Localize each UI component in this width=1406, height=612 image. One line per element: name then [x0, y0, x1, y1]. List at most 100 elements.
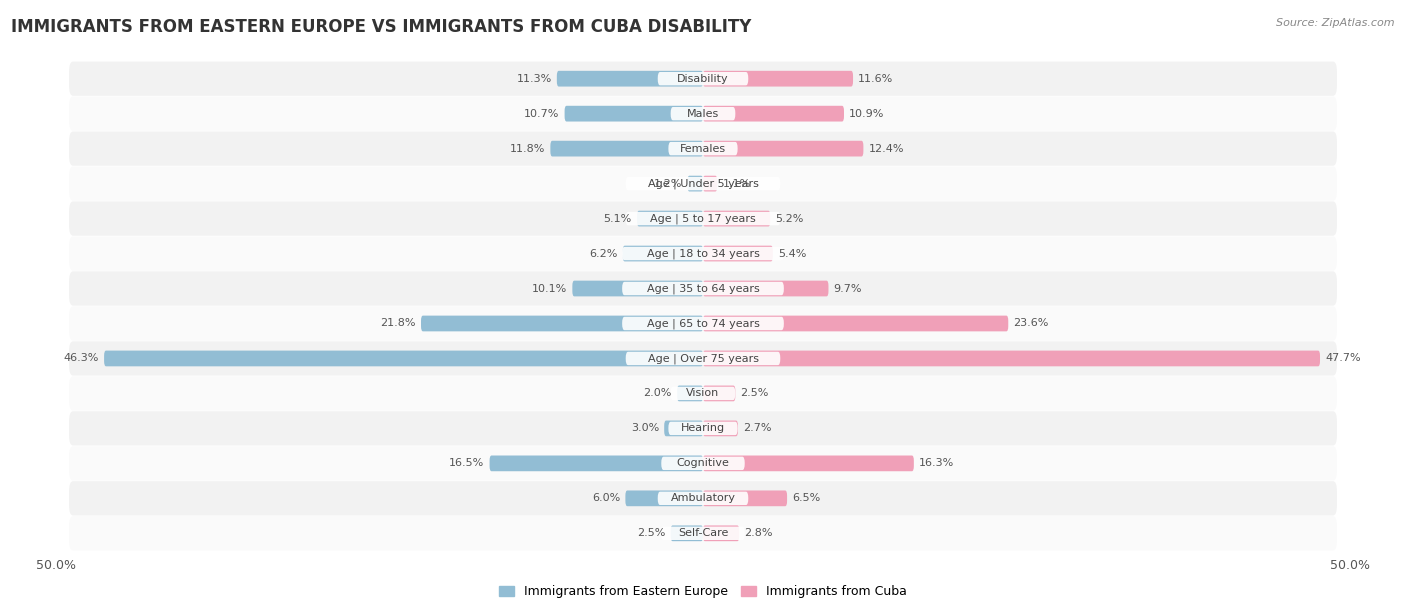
Text: 5.4%: 5.4%: [778, 248, 807, 258]
FancyBboxPatch shape: [678, 386, 703, 401]
FancyBboxPatch shape: [550, 141, 703, 157]
FancyBboxPatch shape: [671, 526, 703, 541]
Text: 16.5%: 16.5%: [449, 458, 485, 468]
Text: Cognitive: Cognitive: [676, 458, 730, 468]
FancyBboxPatch shape: [565, 106, 703, 122]
FancyBboxPatch shape: [69, 516, 1337, 550]
FancyBboxPatch shape: [703, 420, 738, 436]
FancyBboxPatch shape: [621, 282, 785, 295]
FancyBboxPatch shape: [623, 245, 703, 261]
FancyBboxPatch shape: [658, 72, 748, 85]
FancyBboxPatch shape: [703, 490, 787, 506]
FancyBboxPatch shape: [69, 307, 1337, 341]
FancyBboxPatch shape: [69, 132, 1337, 166]
Text: Ambulatory: Ambulatory: [671, 493, 735, 503]
Text: 12.4%: 12.4%: [869, 144, 904, 154]
FancyBboxPatch shape: [703, 455, 914, 471]
FancyBboxPatch shape: [626, 177, 780, 190]
Text: 6.0%: 6.0%: [592, 493, 620, 503]
Text: IMMIGRANTS FROM EASTERN EUROPE VS IMMIGRANTS FROM CUBA DISABILITY: IMMIGRANTS FROM EASTERN EUROPE VS IMMIGR…: [11, 18, 752, 36]
Text: 6.5%: 6.5%: [792, 493, 821, 503]
Text: 10.7%: 10.7%: [524, 109, 560, 119]
FancyBboxPatch shape: [69, 97, 1337, 131]
Text: Vision: Vision: [686, 389, 720, 398]
FancyBboxPatch shape: [557, 71, 703, 86]
FancyBboxPatch shape: [703, 71, 853, 86]
FancyBboxPatch shape: [420, 316, 703, 331]
FancyBboxPatch shape: [703, 526, 740, 541]
Text: Hearing: Hearing: [681, 424, 725, 433]
Text: Males: Males: [688, 109, 718, 119]
Text: 1.2%: 1.2%: [654, 179, 682, 188]
FancyBboxPatch shape: [703, 106, 844, 122]
FancyBboxPatch shape: [572, 281, 703, 296]
FancyBboxPatch shape: [703, 141, 863, 157]
FancyBboxPatch shape: [703, 351, 1320, 367]
FancyBboxPatch shape: [626, 490, 703, 506]
Text: Age | Over 75 years: Age | Over 75 years: [648, 353, 758, 364]
Text: 10.9%: 10.9%: [849, 109, 884, 119]
Legend: Immigrants from Eastern Europe, Immigrants from Cuba: Immigrants from Eastern Europe, Immigran…: [495, 580, 911, 603]
FancyBboxPatch shape: [703, 211, 770, 226]
FancyBboxPatch shape: [688, 176, 703, 192]
FancyBboxPatch shape: [69, 166, 1337, 201]
FancyBboxPatch shape: [104, 351, 703, 367]
FancyBboxPatch shape: [671, 107, 735, 121]
FancyBboxPatch shape: [658, 491, 748, 505]
FancyBboxPatch shape: [69, 236, 1337, 271]
Text: 1.1%: 1.1%: [723, 179, 751, 188]
FancyBboxPatch shape: [69, 481, 1337, 515]
FancyBboxPatch shape: [703, 316, 1008, 331]
Text: 11.8%: 11.8%: [510, 144, 546, 154]
Text: Age | 35 to 64 years: Age | 35 to 64 years: [647, 283, 759, 294]
FancyBboxPatch shape: [69, 411, 1337, 446]
Text: Disability: Disability: [678, 73, 728, 84]
FancyBboxPatch shape: [668, 422, 738, 435]
FancyBboxPatch shape: [703, 176, 717, 192]
Text: 10.1%: 10.1%: [531, 283, 567, 294]
Text: 46.3%: 46.3%: [63, 354, 98, 364]
FancyBboxPatch shape: [69, 446, 1337, 480]
Text: 11.6%: 11.6%: [858, 73, 893, 84]
Text: 2.5%: 2.5%: [741, 389, 769, 398]
Text: 3.0%: 3.0%: [631, 424, 659, 433]
FancyBboxPatch shape: [69, 271, 1337, 305]
Text: 2.0%: 2.0%: [644, 389, 672, 398]
FancyBboxPatch shape: [661, 457, 745, 470]
FancyBboxPatch shape: [703, 386, 735, 401]
FancyBboxPatch shape: [621, 317, 785, 330]
Text: Age | Under 5 years: Age | Under 5 years: [648, 178, 758, 189]
FancyBboxPatch shape: [626, 352, 780, 365]
FancyBboxPatch shape: [703, 245, 773, 261]
FancyBboxPatch shape: [69, 341, 1337, 376]
FancyBboxPatch shape: [69, 376, 1337, 411]
Text: 2.5%: 2.5%: [637, 528, 665, 539]
Text: 2.7%: 2.7%: [744, 424, 772, 433]
FancyBboxPatch shape: [621, 247, 785, 260]
Text: Age | 5 to 17 years: Age | 5 to 17 years: [650, 214, 756, 224]
FancyBboxPatch shape: [671, 387, 735, 400]
FancyBboxPatch shape: [664, 420, 703, 436]
Text: 6.2%: 6.2%: [589, 248, 617, 258]
Text: 16.3%: 16.3%: [920, 458, 955, 468]
Text: Age | 65 to 74 years: Age | 65 to 74 years: [647, 318, 759, 329]
Text: 2.8%: 2.8%: [744, 528, 773, 539]
Text: 9.7%: 9.7%: [834, 283, 862, 294]
FancyBboxPatch shape: [668, 142, 738, 155]
FancyBboxPatch shape: [626, 212, 780, 225]
Text: Females: Females: [681, 144, 725, 154]
Text: 21.8%: 21.8%: [381, 318, 416, 329]
Text: 11.3%: 11.3%: [516, 73, 551, 84]
Text: Age | 18 to 34 years: Age | 18 to 34 years: [647, 248, 759, 259]
Text: 5.1%: 5.1%: [603, 214, 631, 223]
Text: 5.2%: 5.2%: [776, 214, 804, 223]
Text: 47.7%: 47.7%: [1326, 354, 1361, 364]
FancyBboxPatch shape: [69, 201, 1337, 236]
Text: Self-Care: Self-Care: [678, 528, 728, 539]
FancyBboxPatch shape: [489, 455, 703, 471]
FancyBboxPatch shape: [703, 281, 828, 296]
FancyBboxPatch shape: [661, 526, 745, 540]
Text: Source: ZipAtlas.com: Source: ZipAtlas.com: [1277, 18, 1395, 28]
Text: 23.6%: 23.6%: [1014, 318, 1049, 329]
FancyBboxPatch shape: [637, 211, 703, 226]
